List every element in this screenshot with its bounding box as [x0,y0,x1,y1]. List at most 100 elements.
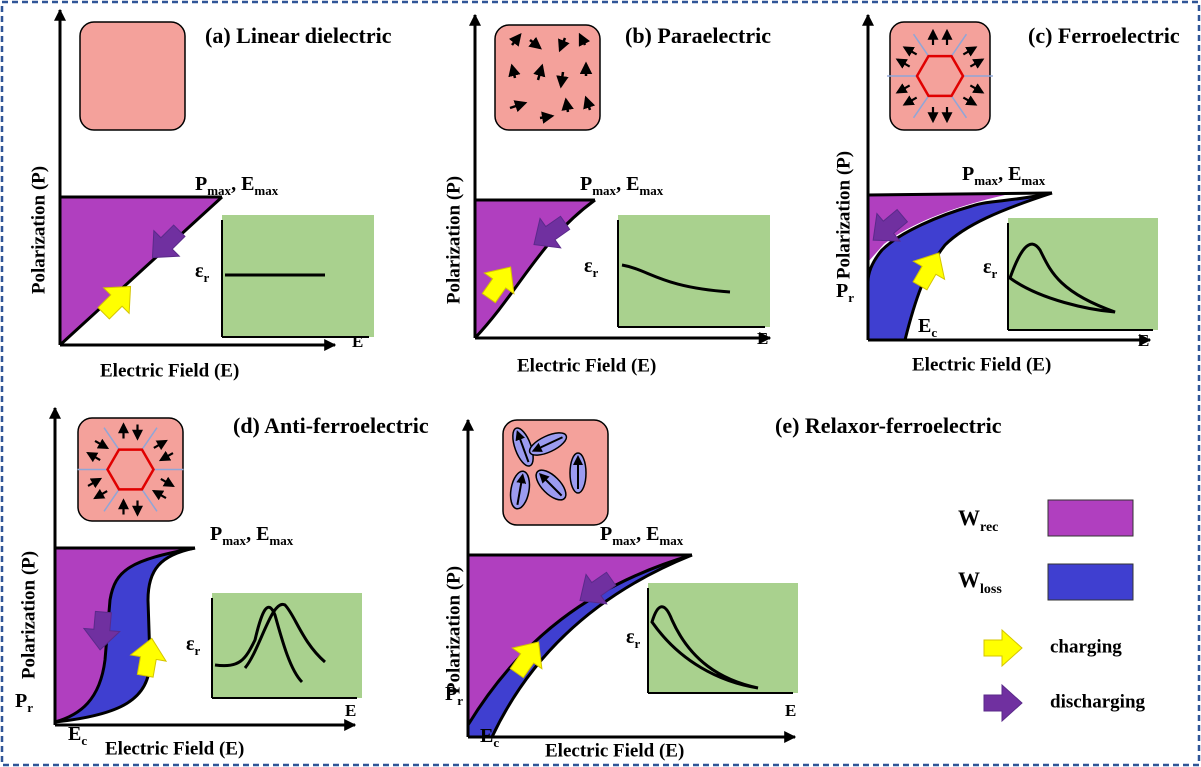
inset-x-label: E [352,332,363,351]
domain-wall [912,33,930,57]
charging-arrow [912,252,946,291]
x-axis-label: Electric Field (E) [100,360,239,381]
label-part: r [593,265,599,280]
purple-region [475,200,595,338]
inset-x-label: E [1138,331,1149,350]
discharging-arrow [983,683,1023,723]
dipole-arrow [508,33,522,47]
inset-y-label: εr [186,633,201,659]
dipole-arrow [583,95,596,111]
label-part: E [918,315,931,337]
label-part: max [1021,173,1045,188]
dipole-arrow [558,37,570,53]
dipole-arrow [151,489,167,501]
hexagon [106,448,155,491]
label-part: , E [246,523,269,545]
label-part: W [958,567,980,592]
label-part: P [445,683,457,705]
label-part: loss [980,582,1002,597]
label-part: , E [636,523,659,545]
domain-wall [950,33,968,57]
curve [490,553,693,738]
legend-label: discharging [1050,691,1146,712]
ec-label: Ec [68,723,87,749]
curve [473,198,596,340]
label-part: r [992,266,998,281]
label-part: E [68,723,81,745]
dipole-arrow [509,100,528,113]
panel-title: (e) Relaxor-ferroelectric [775,413,1002,438]
label-part: r [457,693,463,708]
label-part: r [195,643,201,658]
dipole-arrow [969,83,985,94]
label-part: ε [195,260,204,282]
curve [466,553,693,726]
inset-x-label: E [757,329,768,348]
ec-label: Ec [918,315,937,341]
y-axis-label: Polarization (P) [443,566,464,694]
dipole-arrow [531,436,563,452]
max-label: Pmax, Emax [600,523,684,549]
charging-arrow [983,628,1023,668]
label-part: r [204,270,210,285]
permittivity-curve [650,605,759,690]
label-part: E [480,725,493,747]
panel-title: (d) Anti-ferroelectric [233,413,429,438]
panel-title: (b) Paraelectric [625,23,771,48]
dipole-arrow [895,83,911,94]
discharging-arrow [872,208,909,242]
inset-y-label: εr [584,255,599,281]
dipole-arrow [508,63,521,79]
label-part: r [27,700,33,715]
label-part: ε [584,255,593,277]
label-part: c [81,733,87,748]
label-part: r [635,636,641,651]
y-axis-label: Polarization (P) [443,176,464,304]
legend-swatch [1047,563,1134,601]
charging-arrow [97,285,132,320]
label-part: max [592,183,616,198]
hexagon [915,54,965,98]
purple-region [868,195,1005,262]
permittivity-inset [1008,218,1158,330]
label-part: ε [626,626,635,648]
permittivity-inset [212,593,362,698]
label-part: P [836,280,848,302]
discharging-arrow [151,224,186,259]
domain-wall [141,488,158,512]
domain-wall [103,427,120,451]
dipole-arrow [515,430,530,463]
label-part: P [210,523,222,545]
x-axis-label: Electric Field (E) [105,738,244,759]
dipole-arrow [969,58,985,69]
y-axis-label: Polarization (P) [833,151,854,279]
dipole-arrow [516,473,527,505]
domain-wall [950,95,968,119]
pr-label: Pr [15,690,33,716]
permittivity-curve [214,603,326,684]
label-part: P [580,173,592,195]
y-axis-label: Polarization (P) [18,551,39,679]
ec-label: Ec [480,725,499,751]
label-part: rec [980,520,998,535]
label-part: max [659,533,683,548]
pr-label: Pr [445,683,463,709]
dipole-arrow [94,438,110,450]
label-part: max [974,173,998,188]
inset-y-label: εr [626,626,641,652]
label-part: , E [998,163,1021,185]
dipole-arrow [86,451,101,463]
legend-label: Wloss [958,567,1002,597]
label-part: P [962,163,974,185]
structure-box [79,21,186,131]
domain-wall [912,95,930,119]
label-part: max [254,183,278,198]
label-part: P [15,690,27,712]
dipole-arrow [902,46,918,57]
discharging-arrow [82,610,121,651]
label-part: P [600,523,612,545]
pr-label: Pr [836,280,854,306]
inset-x-label: E [785,701,796,720]
charging-arrow [509,641,543,679]
charging-arrow [129,637,168,678]
